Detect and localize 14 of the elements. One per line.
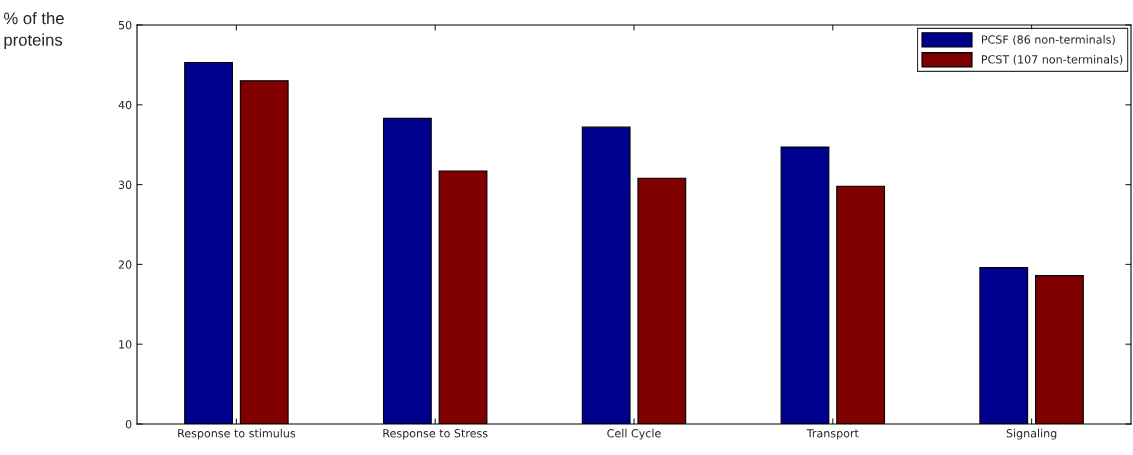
x-tick-label: Signaling: [1006, 428, 1057, 440]
y-tick-label: 20: [118, 260, 132, 269]
legend-label: PCST (107 non-terminals): [981, 54, 1123, 65]
y-axis-title: % of the proteins: [3, 12, 64, 50]
y-tick-label: 40: [118, 100, 132, 110]
x-tick-label: Response to Stress: [383, 429, 488, 440]
legend-label: PCSF (86 non-terminals): [981, 35, 1115, 46]
y-tick-label: 30: [118, 180, 132, 189]
x-tick-label: Transport: [806, 429, 859, 440]
x-tick-label: Cell Cycle: [607, 428, 661, 440]
y-tick-label: 50: [118, 20, 132, 30]
y-tick-label: 0: [125, 419, 132, 429]
x-tick-label: Response to stimulus: [178, 428, 296, 440]
y-tick-label: 10: [119, 340, 132, 349]
